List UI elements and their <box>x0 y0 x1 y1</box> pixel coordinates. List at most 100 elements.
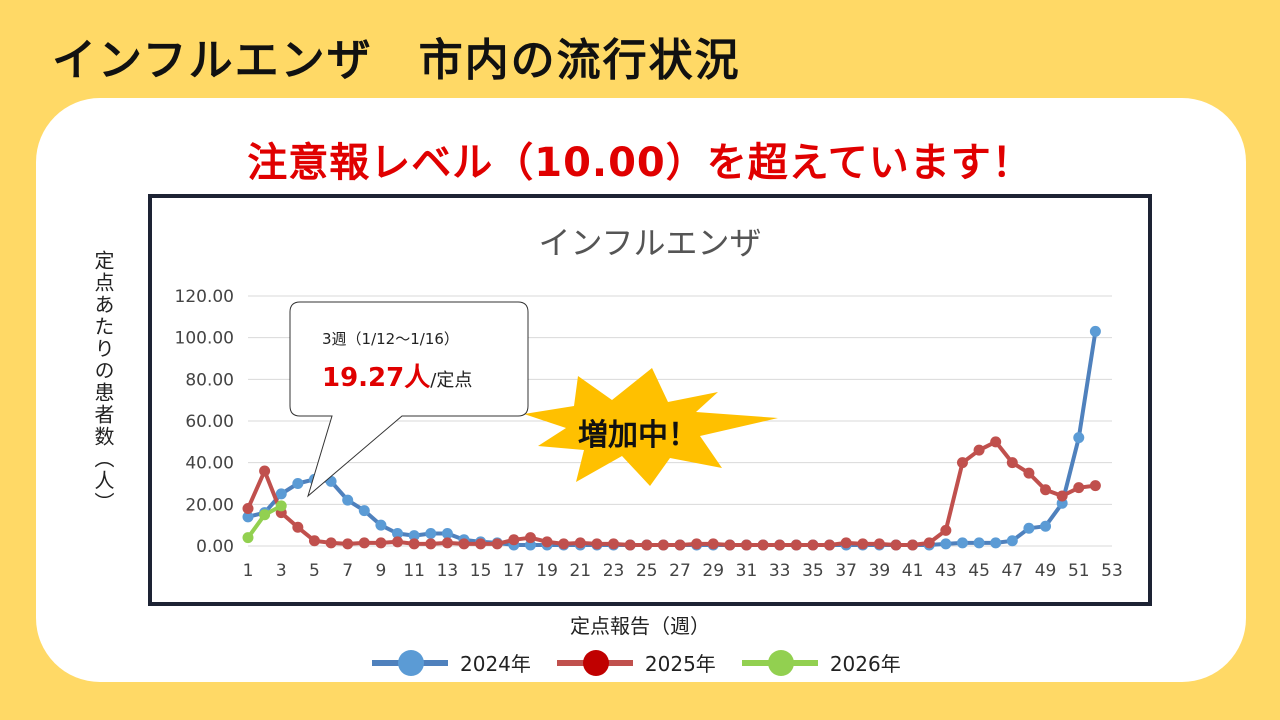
series-2024-point <box>392 528 404 539</box>
series-2024-point <box>342 494 354 506</box>
series-2025-point <box>990 436 1002 448</box>
series-2025-point <box>691 538 703 550</box>
x-tick-label: 45 <box>968 561 990 581</box>
series-2025-point <box>790 539 802 551</box>
callout-week-label: 3週（1/12〜1/16） <box>322 330 459 348</box>
series-2025-point <box>308 535 320 547</box>
alert-message: 注意報レベル（10.00）を超えています！ <box>247 140 1033 186</box>
series-2025-point <box>940 524 952 536</box>
x-tick-label: 51 <box>1068 561 1090 581</box>
series-2024-point <box>358 505 370 517</box>
y-tick-label: 0.00 <box>196 537 234 557</box>
series-2025-point <box>840 537 852 549</box>
legend-swatch-2025 <box>556 649 633 676</box>
series-2025-point <box>541 536 553 548</box>
series-2026-point <box>275 500 287 512</box>
series-2024-point <box>956 537 968 549</box>
series-2024-point <box>325 475 337 487</box>
legend-item-2026: 2026年 <box>741 648 901 677</box>
series-2025-point <box>259 465 271 477</box>
series-2025-line <box>246 439 1096 547</box>
callout-text: 3週（1/12〜1/16） 19.27人/定点 <box>322 328 472 394</box>
series-2025-point <box>641 539 653 551</box>
series-2024-point <box>1040 520 1052 532</box>
series-2024-point <box>242 511 254 523</box>
increase-burst-text: 増加中！ <box>578 418 698 453</box>
series-2025-point <box>857 538 869 550</box>
y-tick-label: 100.00 <box>175 329 234 349</box>
series-2025-point <box>558 538 570 550</box>
x-tick-label: 13 <box>437 561 459 581</box>
series-2025-point <box>624 539 636 551</box>
series-2025-point <box>674 539 686 551</box>
x-tick-label: 31 <box>736 561 758 581</box>
series-2025-point <box>707 538 719 550</box>
series-2025-point <box>425 538 437 550</box>
x-tick-label: 49 <box>1035 561 1057 581</box>
x-tick-label: 41 <box>902 561 924 581</box>
series-2025-point <box>524 532 536 544</box>
series-2025-point <box>491 538 503 550</box>
series-2024-point <box>973 537 985 549</box>
y-tick-label: 60.00 <box>185 412 234 432</box>
series-2025-point <box>1023 467 1035 479</box>
series-2025-point <box>740 539 752 551</box>
x-tick-label: 43 <box>935 561 957 581</box>
chart-frame: インフルエンザ 0.00 20.00 40.00 60.00 80.00 100.00 120… <box>148 194 1152 606</box>
x-tick-label: 27 <box>669 561 691 581</box>
series-2024-point <box>990 537 1002 549</box>
x-tick-label: 37 <box>835 561 857 581</box>
series-2025-point <box>923 537 935 549</box>
series-2025-point <box>757 539 769 551</box>
x-tick-label: 23 <box>603 561 625 581</box>
series-2025-point <box>1006 457 1018 469</box>
series-2025-point <box>824 539 836 551</box>
x-tick-label: 53 <box>1101 561 1123 581</box>
series-2024-point <box>940 538 952 550</box>
x-tick-label: 7 <box>342 561 353 581</box>
series-2025-point <box>973 444 985 456</box>
series-2025-point <box>591 538 603 550</box>
y-axis-label: 定点あたりの患者数（人） <box>91 250 115 514</box>
series-2025-point <box>1089 480 1101 492</box>
series-2025-point <box>774 539 786 551</box>
x-tick-label: 21 <box>569 561 591 581</box>
series-2026-point <box>242 532 254 544</box>
series-2024-point <box>275 488 287 500</box>
series-2024-point <box>1089 325 1101 337</box>
x-tick-label: 39 <box>869 561 891 581</box>
x-tick-label: 3 <box>276 561 287 581</box>
series-2024-point <box>425 528 437 539</box>
page-title: インフルエンザ 市内の流行状況 <box>52 35 741 86</box>
series-2025-point <box>890 539 902 551</box>
x-tick-label: 29 <box>702 561 724 581</box>
series-2025-point <box>458 538 470 550</box>
series-2024-point <box>292 478 304 489</box>
x-tick-label: 33 <box>769 561 791 581</box>
y-tick-label: 40.00 <box>185 454 234 474</box>
legend-label-2026: 2026年 <box>829 652 901 676</box>
y-tick-label: 20.00 <box>185 495 234 515</box>
series-2025-point <box>574 537 586 549</box>
series-2025-point <box>873 538 885 550</box>
series-2026-point <box>259 509 271 521</box>
series-2025-point <box>1056 490 1068 502</box>
legend-label-2024: 2024年 <box>460 652 531 676</box>
x-tick-label: 15 <box>470 561 492 581</box>
series-2025-point <box>375 537 387 549</box>
series-2025-point <box>508 534 520 546</box>
x-tick-label: 19 <box>536 561 558 581</box>
series-2025-point <box>475 538 487 550</box>
series-2025-point <box>292 521 304 533</box>
series-2025-point <box>1040 484 1052 496</box>
series-2024-point <box>1023 522 1035 534</box>
y-tick-label: 120.00 <box>175 287 234 307</box>
series-2025-point <box>408 538 420 550</box>
series-2024-point <box>408 530 420 542</box>
x-tick-label: 9 <box>376 561 387 581</box>
series-2024-point <box>1073 432 1085 444</box>
legend-item-2024: 2024年 <box>372 648 531 677</box>
series-2025-point <box>608 538 620 550</box>
series-2025-point <box>441 537 453 549</box>
y-tick-label: 80.00 <box>185 370 234 390</box>
